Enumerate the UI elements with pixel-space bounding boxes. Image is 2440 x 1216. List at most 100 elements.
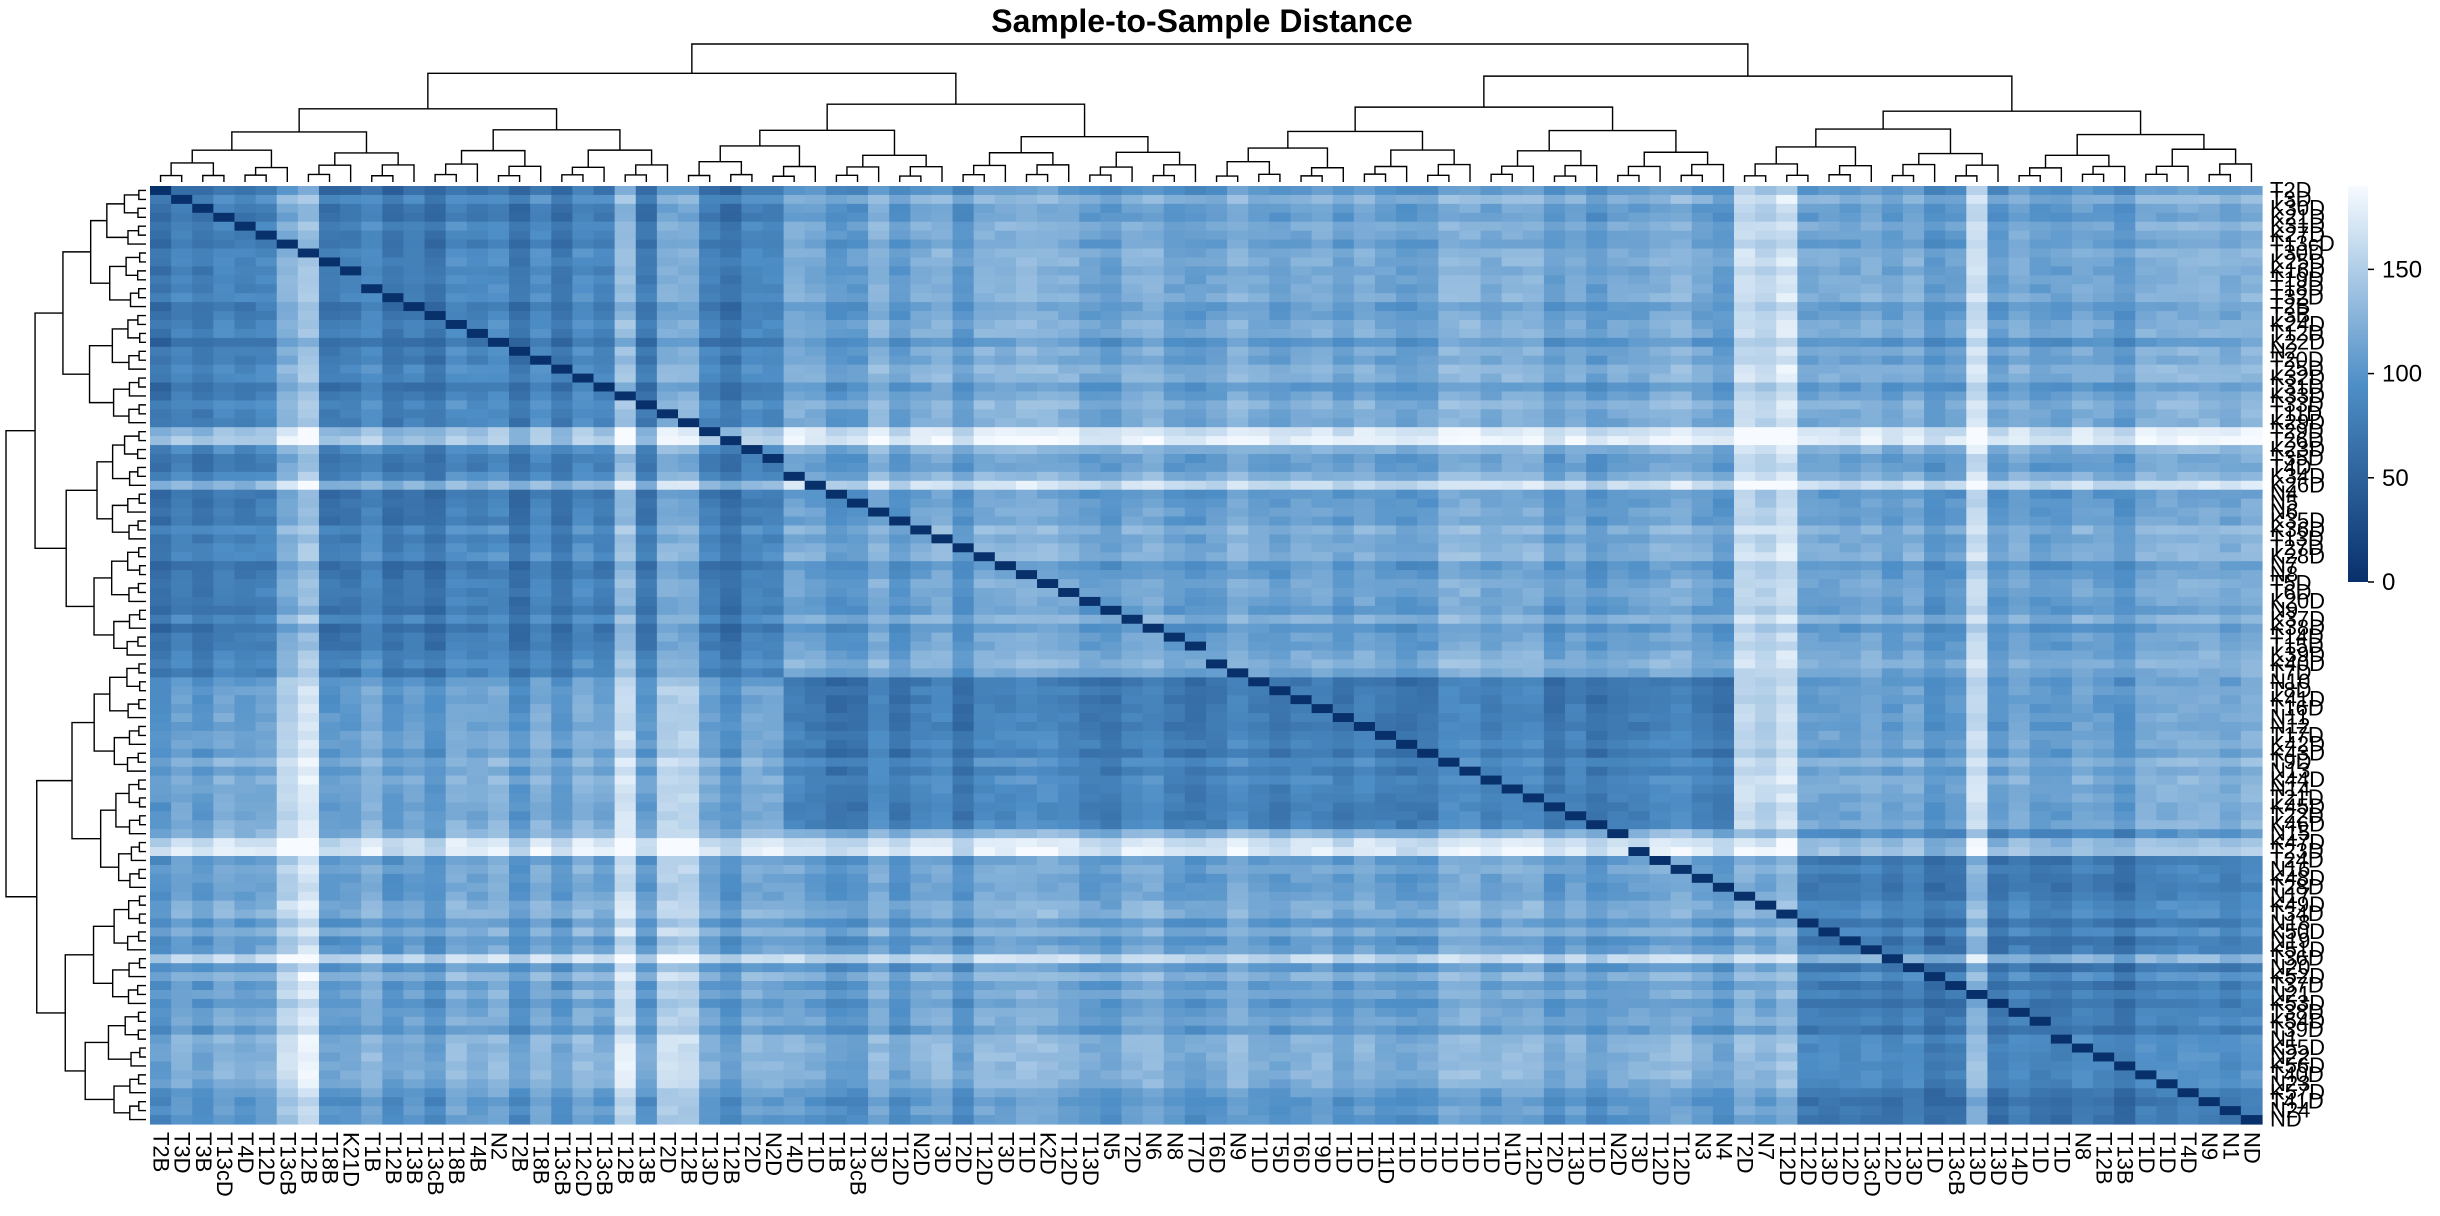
heatmap-cell [1184,596,1207,607]
heatmap-cell [1163,498,1186,509]
heatmap-cell [255,462,278,473]
heatmap-cell [762,275,785,285]
heatmap-cell [487,418,510,428]
heatmap-cell [1649,266,1672,276]
heatmap-cell [2135,418,2157,428]
heatmap-cell [1417,311,1439,321]
heatmap-cell [1924,400,1946,410]
heatmap-cell [889,462,911,473]
heatmap-cell [2135,596,2157,607]
heatmap-cell [1691,221,1714,232]
heatmap-cell [1290,203,1313,214]
heatmap-cell [1902,239,1925,250]
heatmap-cell [2240,525,2263,535]
heatmap-cell [1332,427,1355,437]
dendrogram-branch [113,908,129,944]
heatmap-cell [1332,489,1355,500]
dendrogram-branch [1427,174,1450,182]
heatmap-cell [297,427,320,437]
heatmap-cell [487,266,510,276]
heatmap-cell [1269,275,1292,285]
heatmap-cell [1522,409,1545,419]
heatmap-cell [424,320,447,330]
heatmap-cell [1501,364,1524,375]
heatmap-cell [1079,328,1101,339]
heatmap-cell [1565,257,1587,267]
heatmap-cell [1776,212,1798,223]
heatmap-cell [1565,445,1587,455]
heatmap-cell [1712,311,1735,321]
heatmap-cell [678,454,700,464]
heatmap-cell [1987,507,2010,518]
heatmap-cell [1860,212,1883,223]
heatmap-cell [1818,507,1841,518]
heatmap-cell [699,454,721,464]
heatmap-cell [2198,373,2221,384]
heatmap-cell [783,328,806,339]
heatmap-cell [1269,427,1292,437]
heatmap-cell [1818,391,1841,401]
heatmap-cell [762,320,785,330]
heatmap-cell [1776,454,1798,464]
heatmap-cell [171,239,193,250]
heatmap-cell [361,248,383,259]
heatmap-cell [1269,328,1292,339]
heatmap-cell [1945,257,1967,267]
heatmap-cell [2198,471,2221,482]
heatmap-cell [1311,328,1334,339]
heatmap-cell [825,311,848,321]
heatmap-cell [635,418,658,428]
heatmap-cell [614,534,637,544]
heatmap-cell [1522,302,1545,312]
heatmap-cell [1058,320,1080,330]
heatmap-cell [699,409,721,419]
heatmap-cell [276,382,299,393]
heatmap-cell [910,284,933,294]
heatmap-cell [1480,534,1503,544]
heatmap-cell [1734,561,1756,571]
heatmap-cell [804,462,827,473]
heatmap-cell [276,186,299,196]
heatmap-cell [1311,489,1334,500]
heatmap-cell [2198,382,2221,393]
heatmap-cell [150,454,172,464]
heatmap-cell [593,275,616,285]
heatmap-cell [1586,409,1608,419]
heatmap-cell [1881,373,1904,384]
heatmap-cell [1142,471,1165,482]
heatmap-cell [1966,275,1989,285]
heatmap-cell [1353,570,1376,580]
heatmap-cell [2050,355,2073,366]
heatmap-cell [1332,212,1355,223]
heatmap-cell [276,561,299,571]
heatmap-cell [2050,320,2073,330]
heatmap-cell [192,525,214,535]
heatmap-cell [1290,543,1313,553]
heatmap-cell [2071,454,2094,464]
heatmap-cell [1649,436,1672,446]
heatmap-cell [234,418,257,428]
heatmap-cell [1797,588,1820,598]
heatmap-cell [783,382,806,393]
heatmap-cell [889,391,911,401]
heatmap-cell [1522,445,1545,455]
heatmap-cell [1755,239,1777,250]
heatmap-cell [213,364,236,375]
heatmap-cell [1776,230,1798,241]
heatmap-cell [403,454,426,464]
heatmap-cell [297,186,320,196]
heatmap-cell [1945,275,1967,285]
heatmap-cell [973,293,996,303]
dendrogram-branch [107,1025,132,1060]
heatmap-cell [1565,498,1587,509]
heatmap-cell [1924,194,1946,205]
heatmap-cell [1121,293,1144,303]
heatmap-cell [1670,320,1693,330]
heatmap-cell [825,230,848,241]
heatmap-cell [2177,400,2200,410]
heatmap-cell [656,498,679,509]
heatmap-cell [1797,400,1820,410]
heatmap-cell [1924,516,1946,527]
heatmap-cell [635,293,658,303]
heatmap-cell [2135,212,2157,223]
